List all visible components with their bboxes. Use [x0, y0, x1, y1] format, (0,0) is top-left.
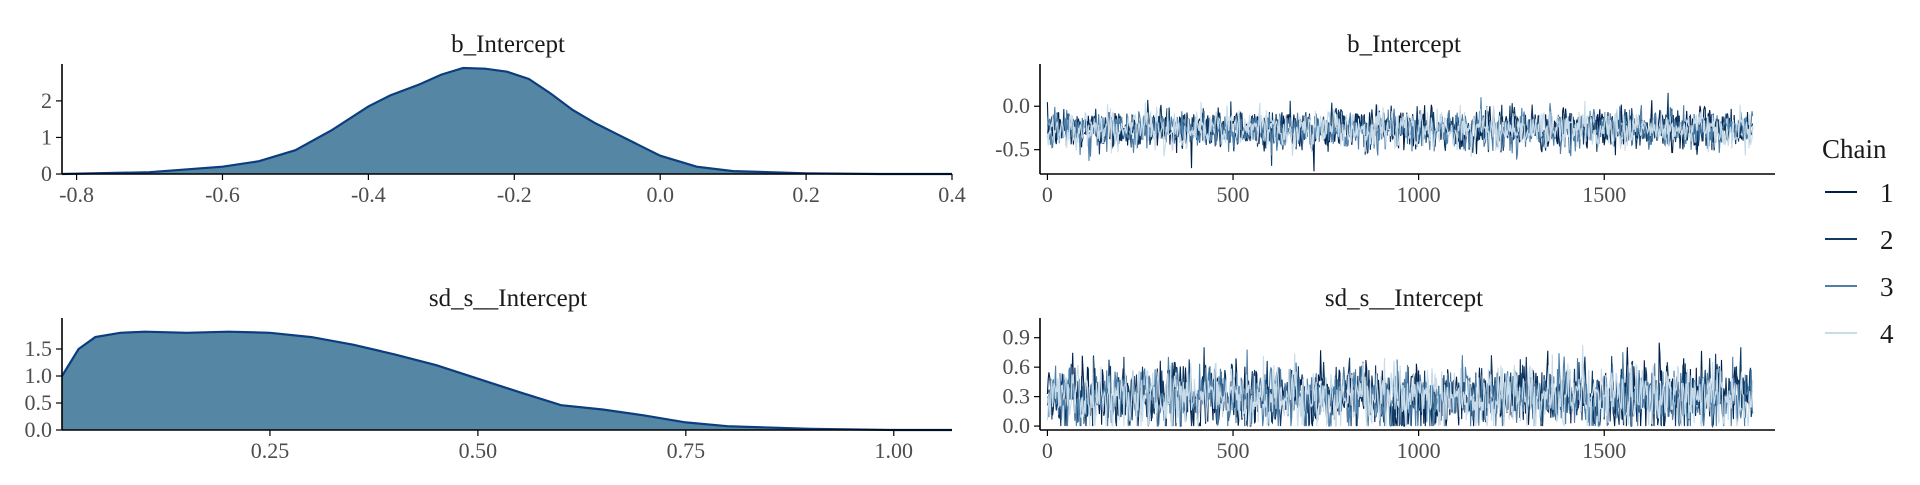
legend-title: Chain	[1822, 134, 1887, 164]
y-tick-label: 0.0	[1003, 413, 1031, 438]
legend: Chain 1 2 3 4	[1822, 134, 1894, 349]
legend-label: 4	[1880, 319, 1894, 349]
x-tick-label: -0.6	[205, 182, 240, 207]
trace-panel-sd-s-intercept: sd_s__Intercept 0 500 1000 1500 0.0 0.3 0.6 0.9	[1003, 285, 1775, 463]
plot-area: 0 500 1000 1500 0.0 -0.5	[995, 64, 1775, 207]
y-tick-label: 0.9	[1003, 325, 1031, 350]
x-tick-label: 1000	[1397, 438, 1441, 463]
x-tick-label: -0.8	[59, 182, 94, 207]
y-tick-label: 0.6	[1003, 354, 1031, 379]
x-tick-label: 0	[1042, 182, 1053, 207]
density-panel-b-intercept: b_Intercept -0.8 -0.6 -0.4 -0.2 0.0 0.2 0.4 0 1 2	[41, 31, 966, 207]
density-line	[61, 330, 952, 432]
panel-title: b_Intercept	[451, 31, 565, 58]
y-tick-label: 1	[41, 124, 52, 149]
density-line	[61, 66, 952, 176]
trace-series-4	[1046, 100, 1754, 157]
y-tick-label: 1.0	[25, 363, 53, 388]
panel-title: sd_s__Intercept	[429, 285, 587, 312]
x-tick-label: 0.25	[251, 438, 290, 463]
panel-title: b_Intercept	[1347, 31, 1461, 58]
x-tick-label: 0.4	[938, 182, 966, 207]
x-tick-label: 1.00	[875, 438, 914, 463]
x-tick-label: -0.4	[351, 182, 386, 207]
x-tick-label: 1500	[1582, 182, 1626, 207]
x-tick-label: 0.50	[459, 438, 498, 463]
y-tick-label: 2	[41, 88, 52, 113]
trace-panel-b-intercept: b_Intercept 0 500 1000 1500 0.0 -0.5	[995, 31, 1775, 207]
x-tick-label: 0.2	[792, 182, 820, 207]
plot-area: -0.8 -0.6 -0.4 -0.2 0.0 0.2 0.4 0 1 2	[41, 64, 966, 207]
x-tick-label: 1000	[1397, 182, 1441, 207]
density-area	[62, 68, 952, 174]
y-tick-label: 0.0	[1003, 93, 1031, 118]
y-tick-label: 0.3	[1003, 384, 1031, 409]
x-tick-label: 500	[1217, 438, 1250, 463]
x-tick-label: 0.75	[667, 438, 706, 463]
plot-area: 0.25 0.50 0.75 1.00 0.00.51.01.5	[25, 318, 952, 463]
x-tick-label: 0	[1042, 438, 1053, 463]
legend-label: 1	[1880, 178, 1894, 208]
legend-entries: 1 2 3 4	[1825, 178, 1894, 349]
trace-series-4	[1046, 345, 1754, 427]
x-tick-label: 500	[1217, 182, 1250, 207]
density-panel-sd-s-intercept: sd_s__Intercept 0.25 0.50 0.75 1.000.00.51.…	[25, 285, 952, 463]
y-tick-label: -0.5	[995, 137, 1030, 162]
x-tick-label: 1500	[1582, 438, 1626, 463]
y-tick-label: 0.5	[25, 390, 53, 415]
density-area	[62, 331, 952, 430]
plot-area: 0 500 1000 1500 0.0 0.3 0.6 0.9	[1003, 318, 1775, 463]
x-tick-label: -0.2	[497, 182, 532, 207]
y-tick-label: 1.5	[25, 336, 53, 361]
legend-label: 3	[1880, 272, 1894, 302]
panel-title: sd_s__Intercept	[1325, 285, 1483, 312]
y-tick-label: 0.0	[25, 417, 53, 442]
x-tick-label: 0.0	[646, 182, 674, 207]
y-tick-label: 0	[41, 161, 52, 186]
legend-label: 2	[1880, 225, 1894, 255]
